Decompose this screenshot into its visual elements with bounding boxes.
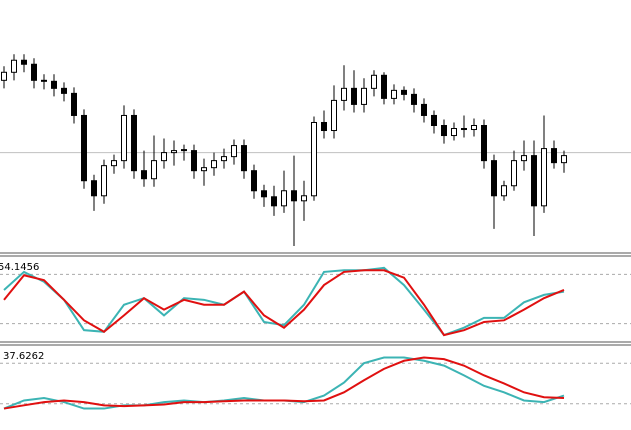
- candle-body: [91, 180, 97, 197]
- candle-body: [161, 152, 167, 162]
- candle-body: [151, 160, 157, 180]
- candle-body: [451, 128, 457, 137]
- candle-body: [121, 114, 127, 162]
- candle-body: [201, 167, 207, 172]
- candle-body: [1, 71, 7, 81]
- candle-body: [481, 125, 487, 162]
- candle-body: [361, 87, 367, 105]
- candle-body: [411, 93, 417, 105]
- candle-body: [131, 114, 137, 172]
- candle-body: [271, 196, 277, 207]
- candle-body: [381, 74, 387, 99]
- candle-body: [211, 160, 217, 169]
- candle-body: [41, 79, 47, 82]
- candle-body: [551, 148, 557, 164]
- candle-body: [51, 80, 57, 89]
- candle-body: [561, 155, 567, 164]
- candle-body: [511, 160, 517, 187]
- candle-body: [291, 190, 297, 202]
- candle-body: [461, 128, 467, 131]
- candle-body: [251, 170, 257, 192]
- candle-body: [11, 59, 17, 73]
- candle-body: [441, 125, 447, 137]
- candle-body: [71, 92, 77, 116]
- candle-body: [521, 155, 527, 162]
- indicator-value: 54.1456: [0, 262, 39, 273]
- indicator-line: [3, 269, 565, 337]
- candle-body: [471, 125, 477, 131]
- candle-body: [371, 74, 377, 89]
- candle-body: [531, 155, 537, 207]
- candle-body: [391, 89, 397, 99]
- candle-body: [261, 190, 267, 198]
- candle-body: [21, 59, 27, 65]
- candle-body: [301, 195, 307, 202]
- candle-body: [31, 63, 37, 81]
- candle-body: [331, 99, 337, 132]
- candle-body: [341, 87, 347, 101]
- candle-body: [141, 170, 147, 180]
- candle-body: [351, 87, 357, 105]
- candle-body: [491, 160, 497, 197]
- candle-body: [191, 150, 197, 172]
- candle-body: [321, 121, 327, 132]
- candle-body: [221, 156, 227, 162]
- candle-body: [61, 87, 67, 94]
- candle-body: [171, 150, 177, 154]
- candle-body: [431, 114, 437, 126]
- candle-body: [231, 145, 237, 158]
- candle-body: [541, 148, 547, 207]
- candle-body: [311, 121, 317, 197]
- candle-body: [401, 89, 407, 95]
- candle-body: [241, 145, 247, 172]
- candle-body: [111, 160, 117, 167]
- candle-body: [181, 149, 187, 152]
- candle-body: [281, 190, 287, 207]
- candle-body: [501, 185, 507, 197]
- candle-body: [81, 114, 87, 182]
- candle-body: [101, 165, 107, 197]
- indicator-line: [3, 356, 565, 410]
- indicator-line: [3, 266, 565, 337]
- candle-body: [421, 103, 427, 116]
- indicator-value: 37.6262: [3, 351, 44, 362]
